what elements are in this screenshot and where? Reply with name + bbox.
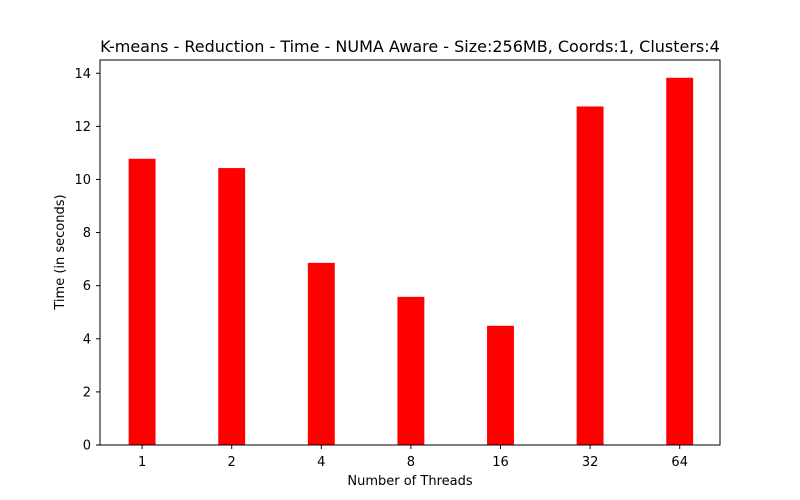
bar-threads-4 bbox=[307, 262, 335, 445]
y-tick-label: 14 bbox=[74, 67, 91, 82]
x-axis-ticks: 1 2 4 8 16 32 64 bbox=[138, 445, 688, 470]
x-tick-label: 32 bbox=[582, 455, 599, 470]
bar-threads-32 bbox=[576, 106, 604, 445]
bars-layer bbox=[128, 77, 694, 445]
y-tick-label: 12 bbox=[74, 120, 91, 135]
x-tick-label: 1 bbox=[138, 455, 146, 470]
y-axis-label: Time (in seconds) bbox=[53, 194, 68, 310]
bar-threads-16 bbox=[487, 325, 514, 445]
bar-threads-1 bbox=[128, 158, 156, 445]
x-tick-label: 8 bbox=[407, 455, 415, 470]
y-tick-label: 4 bbox=[83, 332, 91, 347]
x-tick-label: 2 bbox=[228, 455, 236, 470]
x-tick-label: 4 bbox=[317, 455, 325, 470]
bar-threads-2 bbox=[218, 168, 246, 445]
x-axis-label: Number of Threads bbox=[347, 474, 472, 489]
y-tick-label: 0 bbox=[83, 439, 91, 454]
y-tick-label: 6 bbox=[83, 279, 91, 294]
y-tick-label: 2 bbox=[83, 385, 91, 400]
x-tick-label: 16 bbox=[492, 455, 509, 470]
y-tick-label: 10 bbox=[74, 173, 91, 188]
chart-title: K-means - Reduction - Time - NUMA Aware … bbox=[100, 37, 720, 56]
x-tick-label: 64 bbox=[671, 455, 688, 470]
plot-area-frame bbox=[99, 59, 721, 446]
bar-threads-64 bbox=[666, 77, 694, 445]
bar-threads-8 bbox=[397, 296, 425, 445]
y-axis-ticks: 0 2 4 6 8 10 12 14 bbox=[74, 67, 100, 454]
y-tick-label: 8 bbox=[83, 226, 91, 241]
